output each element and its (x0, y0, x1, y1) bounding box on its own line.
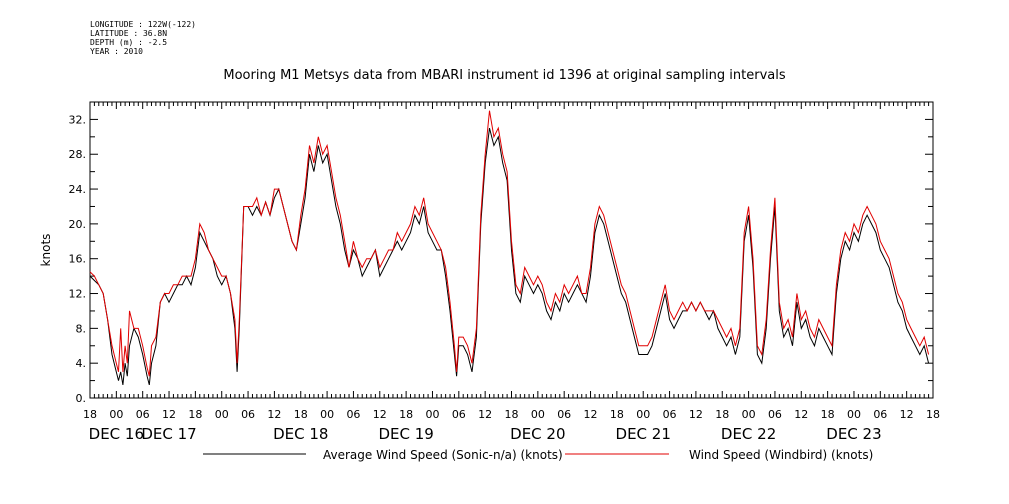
x-tick-label: 00 (215, 408, 229, 421)
x-tick-label: 06 (663, 408, 677, 421)
y-tick-label: 32. (69, 113, 87, 126)
x-tick-label: 06 (136, 408, 150, 421)
x-tick-label: 00 (531, 408, 545, 421)
x-day-label: DEC 18 (273, 425, 328, 443)
series-line-1 (89, 110, 930, 377)
y-tick-label: 12. (69, 288, 87, 301)
x-tick-label: 06 (873, 408, 887, 421)
x-tick-label: 00 (847, 408, 861, 421)
x-day-label: DEC 22 (721, 425, 776, 443)
x-tick-label: 18 (294, 408, 308, 421)
x-tick-label: 18 (821, 408, 835, 421)
y-tick-label: 24. (69, 183, 87, 196)
y-tick-label: 28. (69, 148, 87, 161)
x-tick-label: 18 (188, 408, 202, 421)
chart-legend: Average Wind Speed (Sonic-n/a) (knots) Wi… (203, 448, 873, 462)
x-day-label: DEC 19 (378, 425, 433, 443)
x-tick-label: 00 (636, 408, 650, 421)
x-day-label: DEC 17 (141, 425, 196, 443)
y-tick-label: 8. (76, 322, 87, 335)
series-line-0 (89, 127, 930, 386)
x-tick-label: 00 (320, 408, 334, 421)
y-tick-label: 0. (76, 392, 87, 405)
x-tick-label: 18 (399, 408, 413, 421)
y-axis-label: knots (39, 234, 53, 267)
longitude-text: LONGITUDE : 122W(-122) (90, 20, 196, 29)
x-tick-label: 18 (926, 408, 940, 421)
chart-series (89, 110, 930, 386)
latitude-text: LATITUDE : 36.8N (90, 29, 168, 38)
x-tick-label: 12 (267, 408, 281, 421)
x-tick-label: 12 (162, 408, 176, 421)
x-tick-label: 12 (794, 408, 808, 421)
x-tick-label: 18 (610, 408, 624, 421)
x-day-label: DEC 23 (826, 425, 881, 443)
depth-text: DEPTH (m) : -2.5 (90, 38, 168, 47)
metadata-block: LONGITUDE : 122W(-122) LATITUDE : 36.8N … (90, 20, 196, 56)
x-tick-label: 12 (478, 408, 492, 421)
chart-axes: 18 00 06 12 18 00 06 12 18 00 06 12 18 00 06 12 18 00 06 12… (39, 101, 940, 443)
x-tick-label: 12 (900, 408, 914, 421)
x-tick-label: 06 (768, 408, 782, 421)
y-tick-label: 4. (76, 357, 87, 370)
x-tick-label: 00 (109, 408, 123, 421)
x-tick-label: 18 (715, 408, 729, 421)
x-tick-label: 06 (452, 408, 466, 421)
x-tick-label: 12 (584, 408, 598, 421)
x-tick-label: 18 (505, 408, 519, 421)
x-day-label: DEC 20 (510, 425, 565, 443)
x-day-label: DEC 21 (616, 425, 671, 443)
chart-title: Mooring M1 Metsys data from MBARI instru… (223, 68, 786, 83)
x-tick-label: 06 (346, 408, 360, 421)
x-day-label: DEC 16 (89, 425, 144, 443)
x-tick-label: 06 (557, 408, 571, 421)
legend-label-sonic: Average Wind Speed (Sonic-n/a) (knots) (323, 448, 563, 462)
x-tick-label: 00 (425, 408, 439, 421)
x-tick-label: 12 (689, 408, 703, 421)
x-tick-label: 18 (83, 408, 97, 421)
x-tick-label: 06 (241, 408, 255, 421)
legend-label-windbird: Wind Speed (Windbird) (knots) (689, 448, 873, 462)
y-tick-label: 16. (69, 253, 87, 266)
x-tick-label: 00 (742, 408, 756, 421)
year-text: YEAR : 2010 (90, 47, 143, 56)
y-tick-label: 20. (69, 218, 87, 231)
x-tick-label: 12 (373, 408, 387, 421)
